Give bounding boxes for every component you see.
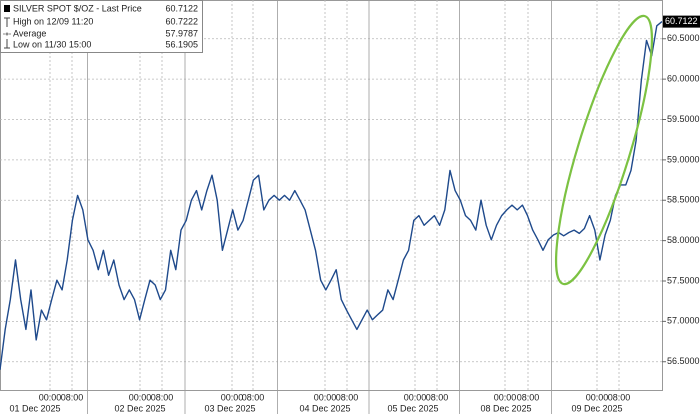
x-tick-label: 00:00 (39, 392, 62, 402)
legend-swatch (4, 5, 10, 12)
x-tick-label: 00:00 (404, 392, 427, 402)
legend-label: Low on 11/30 15:00 (13, 39, 91, 49)
highlight-ellipse (555, 14, 653, 286)
x-tick-label: 08:00 (336, 392, 359, 402)
legend-low-icon (4, 39, 10, 49)
x-tick-label: 08:00 (242, 392, 265, 402)
legend-box (0, 0, 203, 53)
x-tick-label: 08:00 (151, 392, 174, 402)
y-tick-label: 56.5000 (667, 356, 700, 366)
y-tick-label: 57.0000 (667, 316, 700, 326)
x-tick-label: 00:00 (221, 392, 244, 402)
legend-label: Average (13, 28, 46, 38)
date-label: 09 Dec 2025 (571, 403, 622, 413)
date-label: 05 Dec 2025 (387, 403, 438, 413)
x-tick-label: 00:00 (586, 392, 609, 402)
y-tick-label: 60.5000 (667, 33, 700, 43)
legend-value: 60.7222 (165, 16, 198, 26)
grid (0, 0, 662, 414)
y-tick-label: 60.0000 (667, 74, 700, 84)
axis: 56.5000 57.0000 57.5000 58.0000 58.5000 59.00… (9, 15, 700, 413)
date-label: 02 Dec 2025 (114, 403, 165, 413)
y-tick-label: 59.0000 (667, 154, 700, 164)
date-label: 01 Dec 2025 (9, 403, 60, 413)
legend-average-dot (5, 32, 9, 36)
y-tick-label: 57.5000 (667, 275, 700, 285)
legend-high-icon (4, 17, 10, 27)
price-line (0, 21, 663, 370)
last-price-label: 60.7122 (665, 16, 698, 26)
plot-area (0, 0, 663, 391)
x-tick-label: 00:00 (494, 392, 517, 402)
legend-label: SILVER SPOT $/OZ - Last Price (13, 3, 142, 13)
y-tick-label: 58.5000 (667, 195, 700, 205)
legend-label: High on 12/09 11:20 (13, 16, 93, 26)
y-tick-label: 59.5000 (667, 114, 700, 124)
date-label: 04 Dec 2025 (299, 403, 350, 413)
x-tick-label: 08:00 (608, 392, 631, 402)
legend-value: 56.1905 (165, 39, 198, 49)
legend: SILVER SPOT $/OZ - Last Price 60.7122 Hi… (0, 0, 203, 53)
y-tick-label: 58.0000 (667, 235, 700, 245)
x-tick-label: 08:00 (61, 392, 84, 402)
date-label: 03 Dec 2025 (204, 403, 255, 413)
x-tick-label: 00:00 (129, 392, 152, 402)
legend-value: 57.9787 (165, 28, 198, 38)
last-price-box (663, 15, 700, 28)
date-label: 08 Dec 2025 (480, 403, 531, 413)
marks (0, 21, 663, 370)
x-tick-label: 00:00 (314, 392, 337, 402)
legend-value: 60.7122 (165, 3, 198, 13)
x-tick-label: 08:00 (517, 392, 540, 402)
x-tick-label: 08:00 (426, 392, 449, 402)
